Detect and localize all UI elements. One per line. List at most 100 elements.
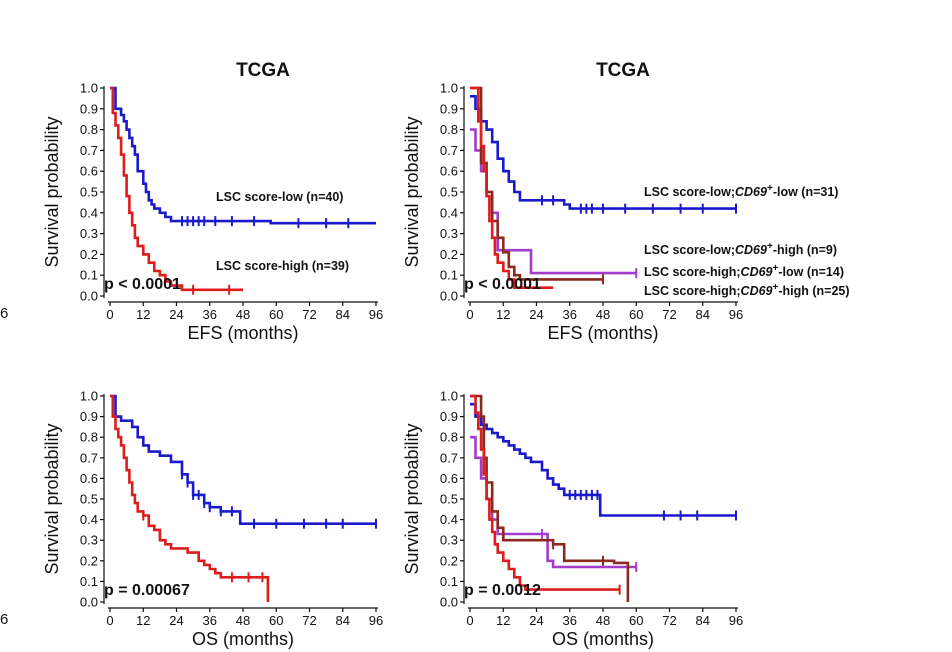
y-tick-label: 0.9 (80, 101, 98, 116)
y-tick-label: 0.0 (80, 289, 98, 304)
legend-entry: LSC score-low;CD69+-low (n=31) (644, 183, 838, 199)
x-tick-label: 72 (302, 613, 316, 628)
y-tick-label: 0.3 (440, 226, 458, 241)
y-tick-label: 1.0 (440, 81, 458, 96)
y-tick-label: 0.3 (440, 533, 458, 548)
y-tick-label: 0.6 (440, 164, 458, 179)
y-axis-label: Survival probability (42, 116, 62, 267)
p-value-label: p = 0.0012 (464, 582, 541, 599)
y-tick-label: 0.4 (80, 512, 98, 527)
x-tick-label: 36 (203, 307, 217, 322)
x-tick-label: 60 (629, 307, 643, 322)
x-tick-label: 0 (466, 307, 473, 322)
panel-title: TCGA (596, 60, 650, 81)
x-tick-label: 96 (369, 613, 383, 628)
x-tick-label: 48 (236, 307, 250, 322)
x-tick-label: 84 (336, 307, 350, 322)
x-tick-label: 96 (729, 613, 743, 628)
y-tick-label: 0.3 (80, 533, 98, 548)
km-curve-high (110, 86, 243, 292)
y-tick-label: 0.2 (80, 553, 98, 568)
x-tick-label: 60 (629, 613, 643, 628)
x-tick-label: 36 (563, 307, 577, 322)
y-tick-label: 0.9 (440, 409, 458, 424)
x-tick-label: 48 (236, 613, 250, 628)
y-tick-label: 0.6 (80, 471, 98, 486)
km-curve-high (470, 86, 554, 289)
km-panel-4: 0.0 0.1 0.2 0.3 0.4 0.5 0.6 0.7 0.8 0.9 1.0 0 12 24 36… (402, 389, 743, 650)
x-tick-label: 84 (696, 613, 710, 628)
x-tick-label: 60 (269, 613, 283, 628)
y-tick-label: 0.2 (440, 247, 458, 262)
x-tick-label: 0 (106, 307, 113, 322)
x-tick-label: 72 (302, 307, 316, 322)
p-value-label: p < 0.0001 (104, 276, 181, 293)
y-tick-label: 0.2 (440, 553, 458, 568)
x-axis-label: EFS (months) (547, 323, 658, 343)
y-axis-label: Survival probability (402, 423, 422, 574)
km-curve-high (470, 394, 620, 591)
legend-entry: LSC score-high;CD69+-low (n=14) (644, 263, 844, 279)
edge-fragment-bottom: 6 (0, 611, 8, 628)
y-tick-label: 0.8 (440, 430, 458, 445)
y-tick-label: 0.5 (80, 185, 98, 200)
y-tick-label: 0.7 (80, 450, 98, 465)
x-tick-label: 96 (729, 307, 743, 322)
y-tick-label: 0.0 (80, 595, 98, 610)
y-tick-label: 0.5 (440, 185, 458, 200)
x-tick-label: 12 (136, 307, 150, 322)
km-curve-high (110, 394, 270, 602)
km-curve-purple (470, 435, 637, 569)
km-curve-low (110, 86, 376, 225)
y-tick-label: 0.7 (440, 143, 458, 158)
x-tick-label: 36 (203, 613, 217, 628)
x-tick-label: 48 (596, 307, 610, 322)
panel-title: TCGA (236, 60, 290, 81)
x-tick-label: 24 (529, 613, 543, 628)
y-tick-label: 1.0 (440, 389, 458, 404)
y-tick-label: 0.8 (80, 122, 98, 137)
y-tick-label: 0.1 (440, 574, 458, 589)
y-tick-label: 0.7 (440, 450, 458, 465)
y-tick-label: 0.2 (80, 247, 98, 262)
x-tick-label: 12 (136, 613, 150, 628)
x-tick-label: 96 (369, 307, 383, 322)
x-tick-label: 12 (496, 307, 510, 322)
x-axis-label: OS (months) (552, 629, 654, 649)
km-panel-1: TCGA 0.0 0.1 0.2 0.3 0.4 0.5 0.6 0.7 0.8 0.9 1.0 0 12… (42, 60, 383, 343)
legend-entry: LSC score-low (n=40) (216, 190, 343, 204)
y-tick-label: 0.6 (440, 471, 458, 486)
y-tick-label: 0.1 (80, 268, 98, 283)
y-tick-label: 0.3 (80, 226, 98, 241)
x-tick-label: 0 (466, 613, 473, 628)
y-tick-label: 1.0 (80, 81, 98, 96)
y-tick-label: 0.9 (80, 409, 98, 424)
y-tick-label: 0.8 (80, 430, 98, 445)
y-tick-label: 0.8 (440, 122, 458, 137)
y-tick-label: 0.4 (80, 205, 98, 220)
x-tick-label: 72 (662, 307, 676, 322)
y-tick-label: 0.4 (440, 512, 458, 527)
y-tick-label: 0.6 (80, 164, 98, 179)
x-axis-label: EFS (months) (187, 323, 298, 343)
y-tick-label: 0.0 (440, 289, 458, 304)
edge-fragment-top: 6 (0, 305, 8, 322)
legend-entry: LSC score-high (n=39) (216, 259, 349, 273)
p-value-label: p < 0.0001 (464, 276, 541, 293)
y-axis-label: Survival probability (402, 116, 422, 267)
x-axis-label: OS (months) (192, 629, 294, 649)
x-tick-label: 60 (269, 307, 283, 322)
x-tick-label: 72 (662, 613, 676, 628)
legend-entry: LSC score-high;CD69+-high (n=25) (644, 282, 850, 298)
km-panel-2: TCGA 0.0 0.1 0.2 0.3 0.4 0.5 0.6 0.7 0.8 0.9 1.0 0 12… (402, 60, 850, 343)
x-tick-label: 12 (496, 613, 510, 628)
y-tick-label: 0.4 (440, 205, 458, 220)
y-tick-label: 0.5 (440, 492, 458, 507)
x-tick-label: 36 (563, 613, 577, 628)
km-curve-brown (470, 394, 630, 602)
x-tick-label: 48 (596, 613, 610, 628)
x-tick-label: 0 (106, 613, 113, 628)
y-tick-label: 0.0 (440, 595, 458, 610)
x-tick-label: 24 (169, 307, 183, 322)
